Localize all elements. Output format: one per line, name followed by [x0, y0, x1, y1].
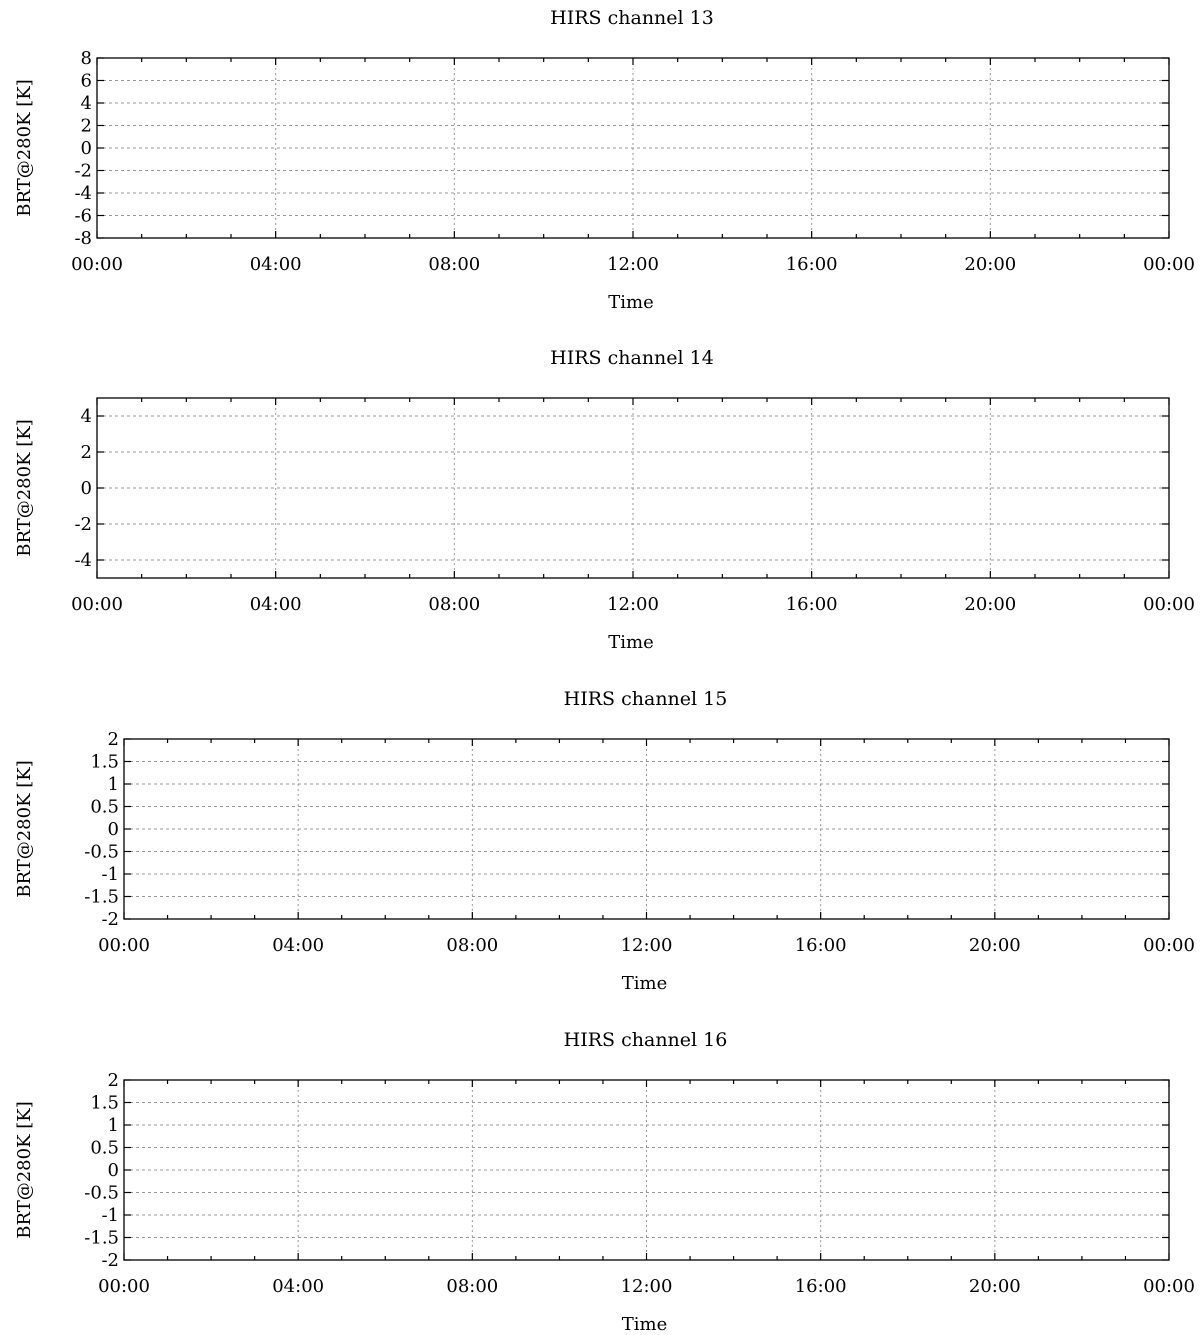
- plot-frame: [123, 1079, 1170, 1261]
- x-tick-label: 00:00: [71, 254, 123, 275]
- x-tick-label: 12:00: [607, 254, 659, 275]
- y-tick-label: 1: [108, 774, 119, 795]
- y-tick-label: 0: [81, 478, 92, 499]
- x-tick-label: 08:00: [428, 254, 480, 275]
- y-tick-label: -1.5: [84, 1228, 119, 1249]
- plot-frame: [96, 57, 1170, 239]
- y-tick-label: -2: [101, 909, 119, 930]
- chart-title: HIRS channel 15: [564, 688, 728, 710]
- x-tick-label: 04:00: [250, 594, 302, 615]
- y-tick-label: -1: [101, 864, 119, 885]
- y-tick-label: 2: [81, 442, 92, 463]
- y-tick-label: 1.5: [90, 1093, 119, 1114]
- x-tick-label: 20:00: [964, 594, 1016, 615]
- x-tick-label: 00:00: [1143, 594, 1195, 615]
- y-tick-label: 6: [81, 71, 92, 92]
- x-tick-label: 20:00: [969, 1276, 1021, 1297]
- x-tick-label: 08:00: [446, 935, 498, 956]
- y-tick-label: 0: [108, 1160, 119, 1181]
- y-tick-label: 1.5: [90, 752, 119, 773]
- y-tick-label: -6: [74, 206, 92, 227]
- x-tick-label: 12:00: [621, 935, 673, 956]
- y-tick-label: 2: [81, 116, 92, 137]
- x-tick-label: 16:00: [795, 1276, 847, 1297]
- x-axis-label: Time: [622, 1314, 667, 1335]
- x-tick-label: 04:00: [272, 1276, 324, 1297]
- x-tick-label: 20:00: [964, 254, 1016, 275]
- y-tick-label: 2: [108, 1070, 119, 1091]
- x-tick-label: 04:00: [272, 935, 324, 956]
- y-tick-label: 0.5: [90, 1138, 119, 1159]
- chart-title: HIRS channel 13: [550, 7, 714, 29]
- y-axis-label: BRT@280K [K]: [14, 419, 35, 557]
- x-tick-label: 16:00: [795, 935, 847, 956]
- y-axis-label: BRT@280K [K]: [14, 760, 35, 898]
- x-axis-label: Time: [608, 632, 653, 653]
- x-tick-label: 00:00: [98, 1276, 150, 1297]
- chart-title: HIRS channel 16: [564, 1029, 728, 1051]
- x-tick-label: 16:00: [786, 254, 838, 275]
- chart-panel-1: HIRS channel 13 BRT@280K [K] Time 86420-2-4…: [14, 7, 1195, 313]
- chart-title: HIRS channel 14: [550, 347, 714, 369]
- x-tick-label: 00:00: [1143, 254, 1195, 275]
- x-tick-label: 08:00: [428, 594, 480, 615]
- y-tick-label: -1.5: [84, 887, 119, 908]
- y-tick-label: -2: [74, 514, 92, 535]
- x-tick-label: 00:00: [1143, 935, 1195, 956]
- y-tick-label: 0.5: [90, 797, 119, 818]
- y-tick-label: -4: [74, 550, 92, 571]
- x-tick-label: 04:00: [250, 254, 302, 275]
- y-tick-label: -0.5: [84, 842, 119, 863]
- y-tick-label: 4: [81, 93, 92, 114]
- y-tick-label: -4: [74, 183, 92, 204]
- y-tick-label: -2: [101, 1250, 119, 1271]
- y-tick-label: 0: [108, 819, 119, 840]
- y-tick-label: 4: [81, 406, 92, 427]
- plot-frame: [96, 397, 1170, 579]
- x-tick-label: 08:00: [446, 1276, 498, 1297]
- x-tick-label: 00:00: [71, 594, 123, 615]
- y-tick-label: 1: [108, 1115, 119, 1136]
- plot-frame: [123, 738, 1170, 920]
- y-tick-label: -0.5: [84, 1183, 119, 1204]
- x-axis-label: Time: [622, 973, 667, 994]
- x-tick-label: 00:00: [1143, 1276, 1195, 1297]
- y-tick-label: -1: [101, 1205, 119, 1226]
- y-tick-label: -8: [74, 228, 92, 249]
- y-tick-label: -2: [74, 161, 92, 182]
- y-axis-label: BRT@280K [K]: [14, 1101, 35, 1239]
- x-tick-label: 16:00: [786, 594, 838, 615]
- x-tick-label: 20:00: [969, 935, 1021, 956]
- y-tick-label: 8: [81, 48, 92, 69]
- y-axis-label: BRT@280K [K]: [14, 79, 35, 217]
- x-tick-label: 00:00: [98, 935, 150, 956]
- x-tick-label: 12:00: [607, 594, 659, 615]
- y-tick-label: 0: [81, 138, 92, 159]
- x-tick-label: 12:00: [621, 1276, 673, 1297]
- chart-panel-2: HIRS channel 14 BRT@280K [K] Time 4 2 0 -2 -4 00…: [14, 347, 1195, 653]
- y-tick-label: 2: [108, 729, 119, 750]
- x-axis-label: Time: [608, 292, 653, 313]
